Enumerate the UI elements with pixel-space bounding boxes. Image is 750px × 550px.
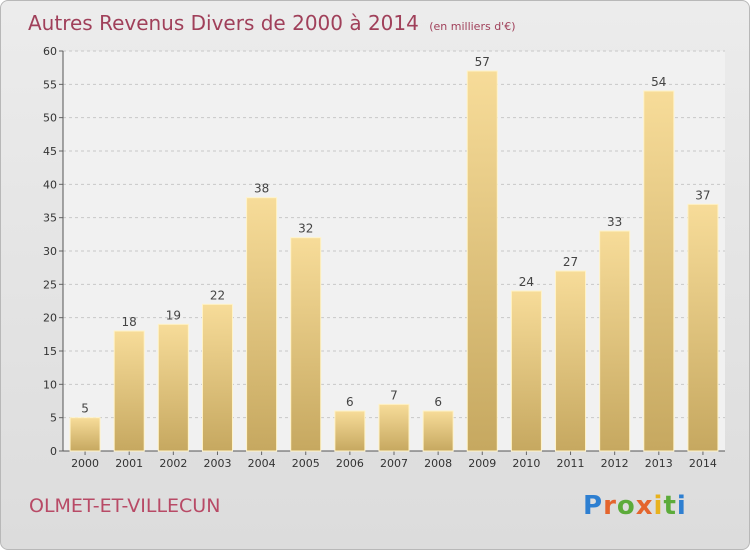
x-tick-label-2011: 2011 [557, 457, 585, 470]
bar-2005 [290, 237, 322, 452]
bar-2006 [334, 410, 366, 452]
bar-2007 [378, 403, 410, 452]
bar-2014 [687, 203, 719, 452]
x-tick-label-2002: 2002 [159, 457, 187, 470]
y-tick-label: 45 [43, 145, 57, 158]
x-tick-label-2004: 2004 [248, 457, 276, 470]
x-tick-label-2010: 2010 [512, 457, 540, 470]
bar-2011 [555, 270, 587, 452]
chart-subtitle: (en milliers d'€) [429, 20, 516, 33]
x-tick-label-2001: 2001 [115, 457, 143, 470]
data-label-2000: 5 [81, 402, 89, 416]
label-layer: 5 18 19 22 38 32 6 7 6 57 24 27 33 54 37 [81, 55, 710, 416]
bar-2003 [201, 303, 233, 452]
y-tick-label: 30 [43, 245, 57, 258]
x-tick-label-2012: 2012 [601, 457, 629, 470]
data-label-2013: 54 [651, 75, 666, 89]
data-label-2006: 6 [346, 395, 354, 409]
data-label-2014: 37 [695, 188, 710, 202]
data-label-2010: 24 [519, 275, 534, 289]
x-tick-label-2014: 2014 [689, 457, 717, 470]
data-label-2007: 7 [390, 388, 398, 402]
bar-2009 [466, 70, 498, 452]
bar-2000 [69, 417, 101, 452]
y-tick-label: 10 [43, 378, 57, 391]
bar-2002 [157, 323, 189, 452]
x-tick-label-2000: 2000 [71, 457, 99, 470]
bar-2004 [246, 197, 278, 452]
data-label-2011: 27 [563, 255, 578, 269]
y-tick-label: 20 [43, 312, 57, 325]
bar-2010 [510, 290, 542, 452]
y-tick-label: 55 [43, 78, 57, 91]
y-tick-label: 40 [43, 178, 57, 191]
bar-2008 [422, 410, 454, 452]
y-tick-label: 0 [50, 445, 57, 458]
data-label-2008: 6 [434, 395, 442, 409]
data-label-2012: 33 [607, 215, 622, 229]
data-label-2009: 57 [475, 55, 490, 69]
x-tick-label-2006: 2006 [336, 457, 364, 470]
x-tick-label-2013: 2013 [645, 457, 673, 470]
data-label-2004: 38 [254, 182, 269, 196]
chart-title: Autres Revenus Divers de 2000 à 2014 (en… [28, 11, 516, 35]
x-tick-label-2003: 2003 [203, 457, 231, 470]
y-tick-label: 35 [43, 212, 57, 225]
data-label-2002: 19 [166, 308, 181, 322]
y-tick-label: 50 [43, 112, 57, 125]
y-tick-label: 15 [43, 345, 57, 358]
x-tick-label-2008: 2008 [424, 457, 452, 470]
x-tick-label-2009: 2009 [468, 457, 496, 470]
data-label-2001: 18 [122, 315, 137, 329]
proxiti-logo[interactable]: Proxiti [583, 491, 687, 521]
y-tick-label: 5 [50, 412, 57, 425]
bar-layer [69, 70, 719, 452]
bar-2012 [599, 230, 631, 452]
x-tick-label-2005: 2005 [292, 457, 320, 470]
data-label-2003: 22 [210, 288, 225, 302]
bar-2013 [643, 90, 675, 452]
data-label-2005: 32 [298, 222, 313, 236]
y-tick-label: 25 [43, 278, 57, 291]
chart-title-text: Autres Revenus Divers de 2000 à 2014 [28, 11, 419, 35]
bar-2001 [113, 330, 145, 452]
x-tick-label-2007: 2007 [380, 457, 408, 470]
place-name: OLMET-ET-VILLECUN [29, 495, 221, 517]
y-tick-label: 60 [43, 45, 57, 58]
